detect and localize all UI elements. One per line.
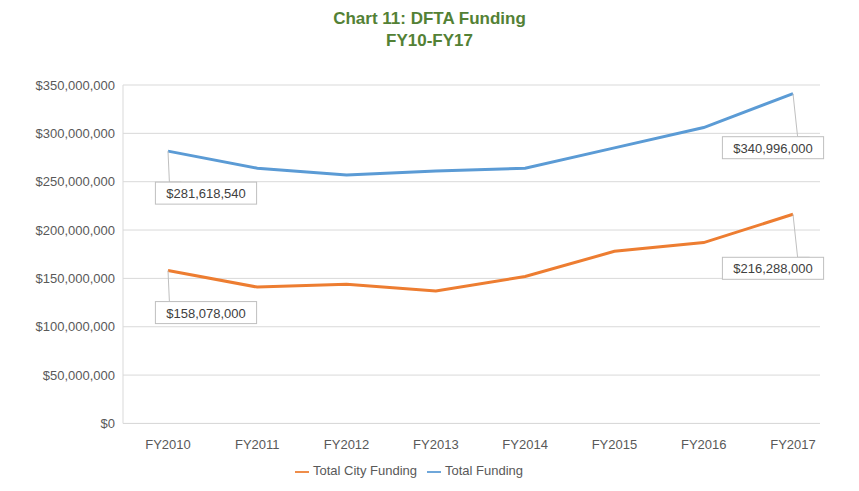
svg-text:$216,288,000: $216,288,000 (733, 261, 813, 276)
svg-text:FY2016: FY2016 (681, 437, 727, 452)
svg-text:$281,618,540: $281,618,540 (166, 186, 246, 201)
html-text:Total Funding: Total Funding (445, 463, 524, 479)
html-text:Total City Funding: Total City Funding (312, 463, 417, 479)
svg-text:$50,000,000: $50,000,000 (43, 368, 115, 383)
svg-text:$150,000,000: $150,000,000 (35, 271, 115, 286)
html-text:Chart 11: DFTA Funding: Chart 11: DFTA Funding (333, 9, 526, 28)
svg-text:$158,078,000: $158,078,000 (166, 306, 246, 321)
svg-text:FY2014: FY2014 (502, 437, 548, 452)
svg-text:$0: $0 (101, 416, 115, 431)
svg-text:FY2013: FY2013 (413, 437, 459, 452)
svg-text:FY2015: FY2015 (592, 437, 638, 452)
svg-text:FY2011: FY2011 (235, 437, 280, 452)
svg-text:$200,000,000: $200,000,000 (35, 223, 115, 238)
html-text:FY10-FY17: FY10-FY17 (386, 31, 473, 50)
svg-text:FY2012: FY2012 (324, 437, 370, 452)
svg-text:$300,000,000: $300,000,000 (35, 126, 115, 141)
svg-text:$340,996,000: $340,996,000 (733, 141, 813, 156)
svg-text:$100,000,000: $100,000,000 (35, 319, 115, 334)
svg-text:FY2010: FY2010 (145, 437, 191, 452)
svg-text:$250,000,000: $250,000,000 (35, 174, 115, 189)
svg-text:$350,000,000: $350,000,000 (35, 78, 115, 93)
svg-text:FY2017: FY2017 (770, 437, 816, 452)
